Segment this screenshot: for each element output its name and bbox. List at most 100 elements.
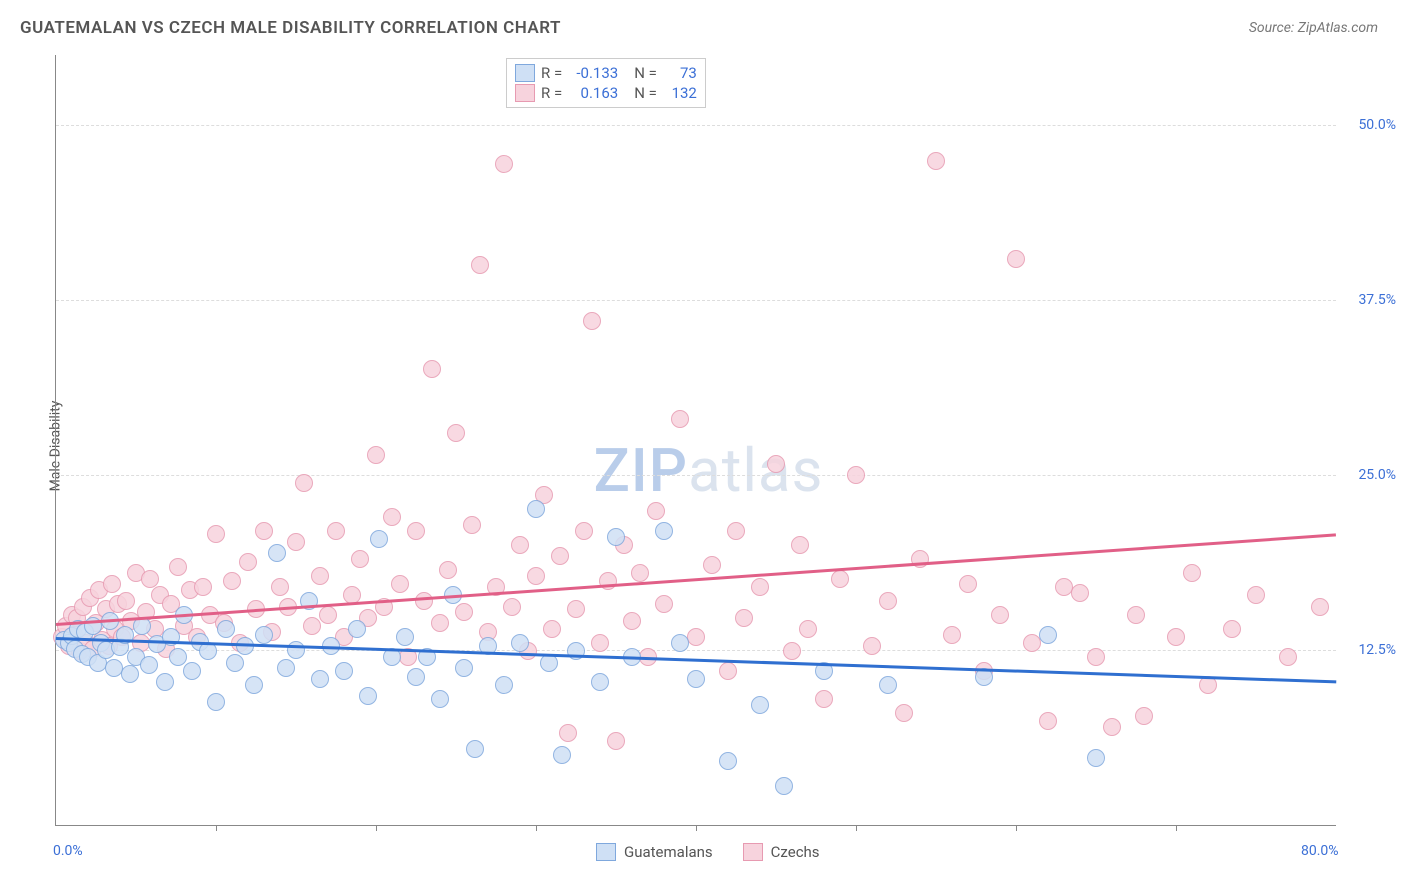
data-point-czechs [447,424,465,442]
data-point-guatemalans [407,668,425,686]
x-tick [216,825,217,831]
data-point-guatemalans [751,696,769,714]
bottom-legend: Guatemalans Czechs [596,843,820,861]
data-point-czechs [439,561,457,579]
data-point-guatemalans [671,634,689,652]
legend-item-czechs: Czechs [743,843,820,861]
x-tick [536,825,537,831]
data-point-czechs [943,626,961,644]
data-point-czechs [815,690,833,708]
data-point-czechs [207,525,225,543]
data-point-czechs [599,572,617,590]
data-point-czechs [551,547,569,565]
gridline [56,475,1336,476]
y-tick-label: 50.0% [1358,117,1396,133]
data-point-guatemalans [687,670,705,688]
data-point-guatemalans [719,752,737,770]
data-point-czechs [141,570,159,588]
legend-item-guatemalans: Guatemalans [596,843,713,861]
data-point-czechs [1247,586,1265,604]
swatch-czechs [515,84,535,102]
data-point-czechs [117,592,135,610]
data-point-czechs [879,592,897,610]
data-point-czechs [1183,564,1201,582]
swatch-guatemalans [515,64,535,82]
data-point-czechs [583,312,601,330]
x-tick [1176,825,1177,831]
data-point-czechs [655,595,673,613]
data-point-czechs [1071,584,1089,602]
data-point-czechs [527,567,545,585]
legend-label: Czechs [771,843,820,861]
plot-area: ZIPatlas R =-0.133N =73R =0.163N =132 Gu… [55,55,1336,826]
data-point-czechs [463,516,481,534]
data-point-guatemalans [431,690,449,708]
data-point-czechs [1311,598,1329,616]
data-point-guatemalans [140,656,158,674]
data-point-czechs [895,704,913,722]
data-point-guatemalans [655,522,673,540]
data-point-czechs [783,642,801,660]
data-point-czechs [959,575,977,593]
stats-legend-box: R =-0.133N =73R =0.163N =132 [506,58,706,108]
stat-n-value: 132 [663,84,697,102]
swatch-czechs [743,843,763,861]
data-point-czechs [1127,606,1145,624]
y-tick-label: 37.5% [1358,292,1396,308]
data-point-czechs [239,553,257,571]
data-point-guatemalans [268,544,286,562]
data-point-czechs [319,606,337,624]
stat-r-label: R = [541,84,562,102]
data-point-czechs [455,603,473,621]
data-point-czechs [1135,707,1153,725]
data-point-czechs [503,598,521,616]
data-point-guatemalans [567,642,585,660]
data-point-guatemalans [311,670,329,688]
data-point-guatemalans [207,693,225,711]
data-point-guatemalans [287,641,305,659]
data-point-guatemalans [359,687,377,705]
data-point-guatemalans [553,746,571,764]
stat-r-value: 0.163 [568,84,618,102]
data-point-czechs [1087,648,1105,666]
data-point-czechs [559,724,577,742]
chart-title: GUATEMALAN VS CZECH MALE DISABILITY CORR… [20,18,561,38]
data-point-czechs [511,536,529,554]
stat-r-value: -0.133 [568,64,618,82]
watermark: ZIPatlas [594,435,824,506]
stat-r-label: R = [541,64,562,82]
stat-n-label: N = [634,84,657,102]
data-point-czechs [407,522,425,540]
data-point-czechs [719,662,737,680]
data-point-czechs [991,606,1009,624]
data-point-czechs [623,612,641,630]
stats-row-czechs: R = 0.163 N = 132 [515,83,697,103]
data-point-czechs [591,634,609,652]
data-point-guatemalans [156,673,174,691]
data-point-czechs [287,533,305,551]
data-point-czechs [471,256,489,274]
data-point-czechs [927,152,945,170]
data-point-czechs [703,556,721,574]
data-point-czechs [543,620,561,638]
data-point-czechs [847,466,865,484]
data-point-czechs [1279,648,1297,666]
data-point-guatemalans [879,676,897,694]
stat-n-label: N = [634,64,657,82]
data-point-czechs [423,360,441,378]
data-point-guatemalans [1039,626,1057,644]
data-point-czechs [799,620,817,638]
data-point-guatemalans [183,662,201,680]
data-point-czechs [671,410,689,428]
data-point-czechs [415,592,433,610]
data-point-czechs [607,732,625,750]
data-point-czechs [169,558,187,576]
swatch-guatemalans [596,843,616,861]
data-point-czechs [735,609,753,627]
data-point-guatemalans [591,673,609,691]
data-point-guatemalans [511,634,529,652]
data-point-czechs [383,508,401,526]
data-point-guatemalans [245,676,263,694]
data-point-czechs [271,578,289,596]
data-point-guatemalans [335,662,353,680]
